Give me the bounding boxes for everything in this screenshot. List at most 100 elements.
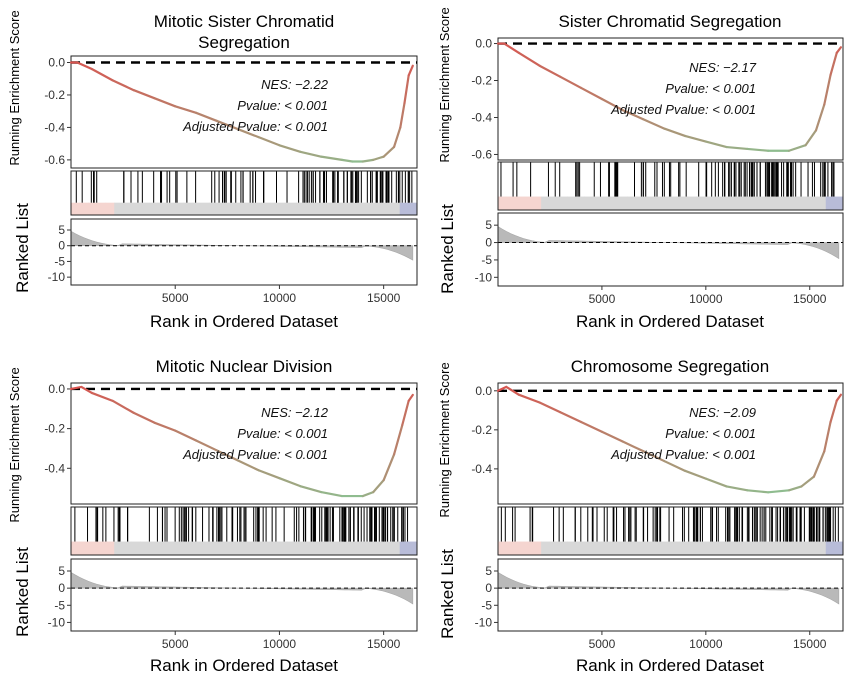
es-y-tick-label: -0.6 — [471, 147, 492, 161]
heatmap-strip-segment — [287, 202, 297, 215]
heatmap-strip-segment — [730, 541, 740, 555]
heatmap-strip-segment — [166, 541, 176, 555]
es-curve-segment — [767, 489, 791, 494]
es-curve-segment — [257, 136, 281, 147]
heatmap-strip-segment — [408, 541, 418, 555]
ranked-axis-label: Ranked List — [13, 547, 32, 637]
rank-y-tick-label: 5 — [485, 218, 492, 232]
heatmap-strip-segment — [321, 202, 331, 215]
x-tick-label: 5000 — [589, 637, 616, 651]
rank-y-tick-label: 5 — [485, 564, 492, 578]
heatmap-strip-segment — [330, 202, 340, 215]
es-curve-segment — [621, 440, 645, 453]
heatmap-strip-segment — [148, 541, 158, 555]
es-curve-segment — [399, 101, 406, 129]
es-curve-segment — [236, 127, 260, 139]
heatmap-strip-segment — [817, 541, 827, 555]
heatmap-strip-segment — [96, 541, 107, 555]
ranked-metric-area — [497, 226, 840, 260]
es-curve-segment — [361, 490, 375, 498]
rank-frame — [70, 558, 418, 632]
heatmap-strip-segment — [696, 541, 706, 555]
heatmap-strip-segment — [549, 541, 559, 555]
es-y-tick-label: -0.2 — [44, 88, 65, 102]
heatmap-strip-segment — [739, 196, 749, 210]
es-curve-segment — [517, 393, 541, 404]
x-axis-label: Rank in Ordered Dataset — [576, 312, 764, 331]
rank-y-tick-label: -10 — [475, 270, 493, 284]
heatmap-strip-segment — [679, 196, 689, 210]
heatmap-strip-segment — [756, 196, 766, 210]
heatmap-strip-segment — [339, 541, 349, 555]
es-curve-segment — [174, 429, 198, 442]
ranked-axis-label: Ranked List — [13, 203, 32, 293]
heatmap-strip-segment — [382, 202, 392, 215]
heatmap-strip-segment — [748, 541, 758, 555]
heatmap-strip-segment — [670, 541, 680, 555]
es-y-tick-label: -0.2 — [44, 422, 65, 436]
heatmap-strip-segment — [295, 541, 306, 555]
es-curve-segment — [517, 51, 541, 67]
rank-y-tick-label: 0 — [58, 581, 65, 595]
heatmap-strip-segment — [131, 541, 141, 555]
heatmap-strip-segment — [653, 541, 663, 555]
heatmap-strip-segment — [226, 202, 236, 215]
rank-plot: 5 0-5 -10 5000 10000 15000 — [48, 218, 418, 305]
stat-annotation: Adjusted Pvalue: < 0.001 — [610, 102, 756, 117]
x-tick-label: 10000 — [689, 637, 723, 651]
heatmap-strip-segment — [347, 202, 357, 215]
heatmap-strip-segment — [592, 196, 602, 210]
es-y-tick-label: 0.0 — [475, 384, 492, 398]
x-axis-label: Rank in Ordered Dataset — [150, 656, 338, 675]
heatmap-strip-segment — [636, 541, 646, 555]
heatmap-strip-segment — [722, 541, 732, 555]
rank-y-tick-label: 0 — [485, 581, 492, 595]
es-y-tick-label: -0.4 — [471, 110, 492, 124]
hit-plot — [70, 170, 418, 216]
heatmap-strip-segment — [506, 196, 516, 210]
ranked-metric-area — [70, 571, 414, 605]
es-plot: 0.0 -0.2 -0.4 — [44, 382, 418, 505]
heatmap-strip-segment — [515, 541, 525, 555]
rank-y-tick-label: -5 — [54, 598, 65, 612]
heatmap-strip-segment — [200, 202, 210, 215]
heatmap-strip-segment — [558, 196, 568, 210]
heatmap-strip-segment — [584, 196, 594, 210]
x-axis-label: Rank in Ordered Dataset — [576, 656, 764, 675]
rank-y-tick-label: -10 — [475, 615, 493, 629]
heatmap-strip-segment — [618, 541, 628, 555]
heatmap-strip-segment — [365, 202, 375, 215]
heatmap-strip-segment — [661, 196, 671, 210]
annotation-group: NES: −2.22 Pvalue: < 0.001 Adjusted Pvalue… — [182, 77, 329, 134]
rank-frame — [497, 558, 844, 632]
hit-frame — [497, 161, 844, 211]
heatmap-strip-segment — [636, 196, 646, 210]
heatmap-strip-segment — [730, 196, 740, 210]
stat-annotation: NES: −2.17 — [689, 60, 757, 75]
heatmap-strip-segment — [687, 196, 697, 210]
es-curve-segment — [236, 459, 260, 472]
heatmap-strip-segment — [278, 541, 288, 555]
heatmap-strip-segment — [79, 541, 89, 555]
heatmap-strip-segment — [122, 541, 133, 555]
es-frame — [497, 37, 844, 161]
heatmap-strip-segment — [261, 202, 271, 215]
heatmap-strip-segment — [575, 196, 585, 210]
heatmap-strip-segment — [498, 541, 508, 555]
es-curve-segment — [111, 399, 135, 414]
x-tick-label: 15000 — [793, 637, 827, 651]
heatmap-strip-segment — [105, 541, 115, 555]
es-axis-label: Running Enrichment Score — [7, 10, 22, 165]
heatmap-strip-segment — [140, 541, 150, 555]
es-curve-segment — [174, 105, 198, 114]
heatmap-strip-segment — [567, 196, 577, 210]
es-curve-segment — [829, 51, 838, 77]
es-curve-segment — [787, 144, 807, 152]
panel-title-line2: Segregation — [198, 33, 290, 52]
es-curve-segment — [642, 450, 666, 463]
heatmap-strip-segment — [687, 541, 697, 555]
es-axis-label: Running Enrichment Score — [437, 362, 452, 517]
heatmap-strip-segment — [644, 541, 654, 555]
heatmap-strip-segment — [679, 541, 689, 555]
